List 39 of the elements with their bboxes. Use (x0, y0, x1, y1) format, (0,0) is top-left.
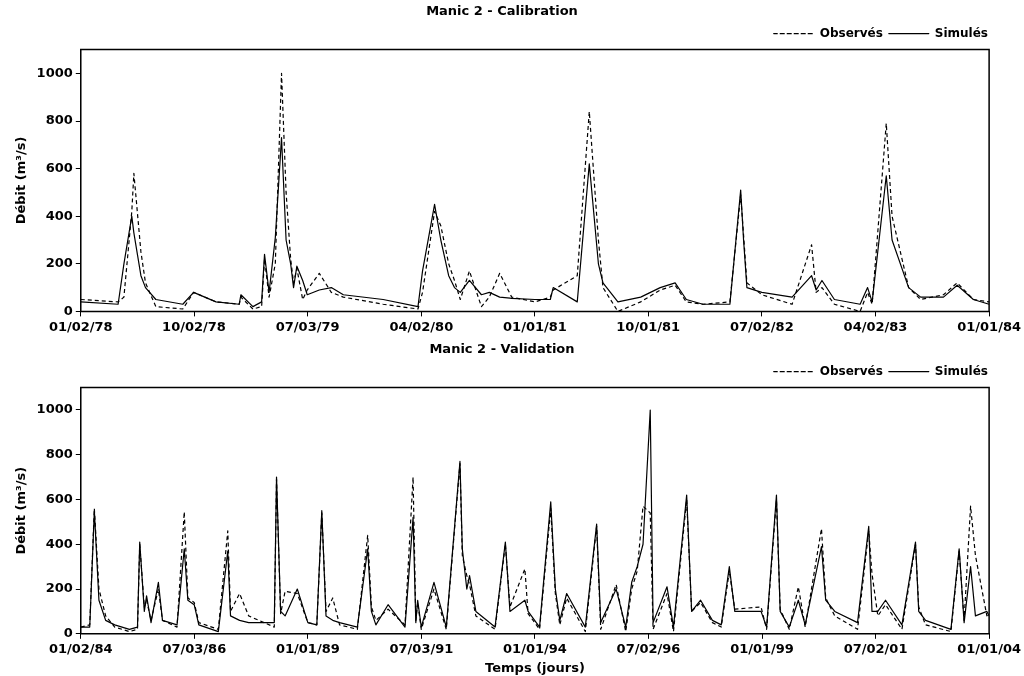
legend-label: Simulés (934, 25, 989, 40)
chart-title: Manic 2 - Calibration (426, 3, 578, 19)
x-tick-label: 01/01/84 (957, 318, 1022, 334)
y-tick-label: 800 (45, 446, 73, 462)
x-axis-title: Temps (jours) (485, 659, 585, 675)
x-tick-label: 07/02/01 (843, 640, 908, 656)
x-tick-label: 07/03/91 (389, 640, 454, 656)
y-tick-label: 600 (45, 490, 73, 506)
legend-label: Observés (819, 25, 883, 40)
x-tick-label: 01/01/04 (957, 640, 1022, 656)
y-axis-title: Débit (m³/s) (13, 466, 29, 555)
x-tick-label: 01/02/78 (48, 318, 113, 334)
y-axis-title: Débit (m³/s) (13, 136, 29, 225)
x-tick-label: 04/02/83 (843, 318, 908, 334)
legend-label: Observés (819, 363, 883, 378)
x-tick-label: 07/02/82 (729, 318, 794, 334)
y-tick-label: 0 (63, 302, 73, 318)
y-tick-label: 200 (45, 255, 73, 271)
y-tick-label: 0 (63, 625, 73, 641)
x-tick-label: 07/03/79 (275, 318, 340, 334)
y-tick-label: 600 (45, 159, 73, 175)
y-tick-label: 400 (45, 535, 73, 551)
legend-label: Simulés (934, 363, 989, 378)
y-tick-label: 1000 (36, 401, 73, 417)
x-tick-label: 01/01/89 (275, 640, 340, 656)
x-tick-label: 04/02/80 (389, 318, 454, 334)
chart-title: Manic 2 - Validation (429, 341, 575, 357)
y-tick-label: 1000 (36, 64, 73, 80)
x-tick-label: 01/01/81 (503, 318, 567, 334)
x-tick-label: 01/01/99 (730, 640, 794, 656)
x-tick-label: 07/03/86 (162, 640, 227, 656)
y-tick-label: 400 (45, 207, 73, 223)
y-tick-label: 800 (45, 112, 73, 128)
x-tick-label: 10/01/81 (616, 318, 681, 334)
x-tick-label: 07/02/96 (616, 640, 681, 656)
x-tick-label: 10/02/78 (162, 318, 226, 334)
x-tick-label: 01/01/94 (503, 640, 567, 656)
x-tick-label: 01/02/84 (48, 640, 113, 656)
y-tick-label: 200 (45, 580, 73, 596)
